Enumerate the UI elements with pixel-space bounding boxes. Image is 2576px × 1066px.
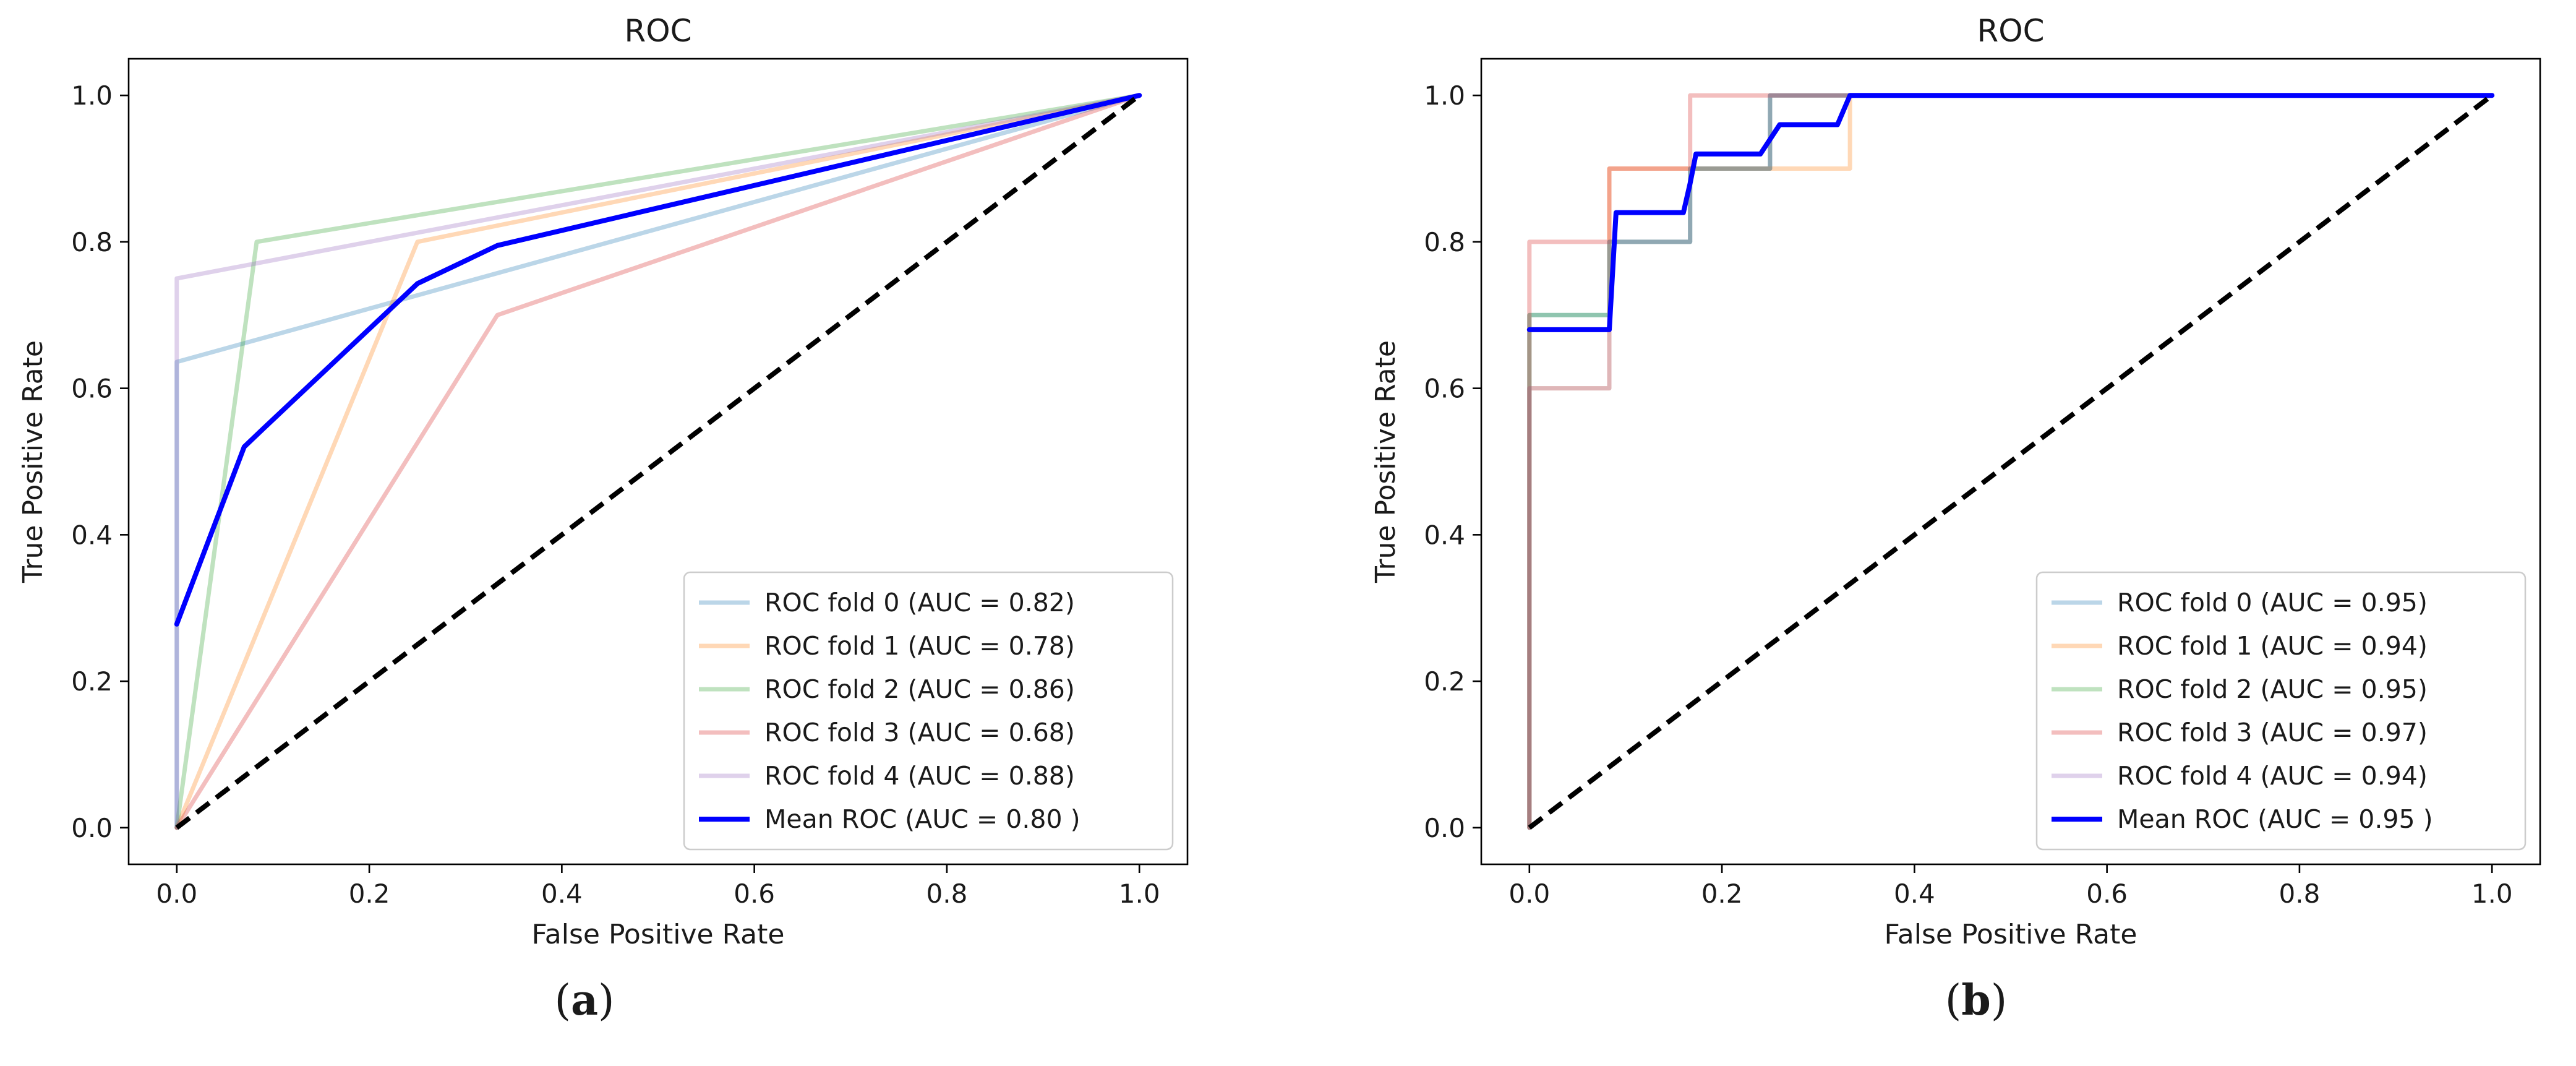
roc-fold-4-line [174, 93, 1142, 830]
legend-box [683, 571, 1174, 851]
panel-caption: (b) [1945, 976, 2008, 1025]
caption-close: ) [598, 976, 615, 1025]
y-tick-label: 0.4 [71, 520, 113, 550]
roc-fold-0-line [1527, 93, 2494, 830]
x-tick-label: 0.4 [541, 879, 583, 909]
legend-entry: ROC fold 1 (AUC = 0.94) [2117, 631, 2428, 661]
roc-fold-2-line [1527, 93, 2494, 830]
y-axis-label: True Positive Rate [17, 340, 49, 583]
legend-entry: ROC fold 2 (AUC = 0.95) [2117, 674, 2428, 704]
x-tick-label: 0.2 [1701, 879, 1743, 909]
mean-roc-line [1526, 93, 2495, 332]
x-tick-label: 1.0 [2471, 879, 2513, 909]
y-axis-label: True Positive Rate [1370, 340, 1401, 583]
roc-fold-2-line [174, 93, 1142, 830]
legend-entry: Mean ROC (AUC = 0.95 ) [2117, 804, 2433, 834]
roc-fold-4-line [1527, 93, 2494, 830]
y-tick-label: 0.8 [1424, 227, 1465, 257]
mean-roc-line [174, 93, 1142, 627]
roc-fold-3-line [1527, 93, 2494, 830]
chart-title: ROC [624, 13, 691, 49]
roc-fold-3-line [174, 93, 1142, 830]
chart-title: ROC [1977, 13, 2044, 49]
roc-fold-1-line [174, 93, 1142, 830]
plot-frame [127, 58, 1189, 866]
y-tick-label: 1.0 [1424, 80, 1465, 111]
x-tick-label: 1.0 [1119, 879, 1160, 909]
x-tick-label: 0.0 [156, 879, 197, 909]
x-tick-label: 0.0 [1508, 879, 1550, 909]
legend: ROC fold 0 (AUC = 0.82) ROC fold 1 (AUC =… [683, 571, 1174, 851]
y-tick-label: 0.6 [1424, 374, 1465, 404]
chart-panel-a: ROC 0.0 0.2 0.4 0.6 0.8 1.0 0.0 0.2 0.4 0.6 0.8 1.0 F… [17, 13, 1189, 1025]
legend-entry: ROC fold 0 (AUC = 0.95) [2117, 588, 2428, 617]
y-tick-label: 0.4 [1424, 520, 1465, 550]
legend-entry: ROC fold 2 (AUC = 0.86) [764, 674, 1075, 704]
x-tick-label: 0.8 [926, 879, 968, 909]
y-tick-label: 0.2 [71, 666, 113, 697]
caption-letter: a [571, 976, 598, 1025]
roc-fold-0-line [174, 93, 1142, 830]
x-tick-label: 0.8 [2279, 879, 2321, 909]
x-axis-label: False Positive Rate [532, 919, 785, 950]
caption-close: ) [1991, 976, 2008, 1025]
legend-entry: ROC fold 4 (AUC = 0.88) [764, 761, 1075, 791]
legend-entry: ROC fold 3 (AUC = 0.68) [764, 718, 1075, 747]
x-tick-label: 0.4 [1894, 879, 1935, 909]
x-tick-label: 0.2 [349, 879, 390, 909]
legend-entry: ROC fold 3 (AUC = 0.97) [2117, 718, 2428, 747]
y-tick-label: 1.0 [71, 80, 113, 111]
y-tick-label: 0.0 [1424, 813, 1465, 843]
chance-line [1528, 93, 2494, 830]
y-tick-label: 0.2 [1424, 666, 1465, 697]
plot-frame [1480, 58, 2541, 866]
caption-letter: b [1961, 976, 1991, 1025]
x-axis-label: False Positive Rate [1885, 919, 2137, 950]
panel-caption: (a) [554, 976, 614, 1025]
legend-entry: ROC fold 1 (AUC = 0.78) [764, 631, 1075, 661]
x-tick-label: 0.6 [734, 879, 775, 909]
legend-box [2035, 571, 2527, 851]
y-tick-label: 0.8 [71, 227, 113, 257]
chart-panel-b: ROC 0.0 0.2 0.4 0.6 0.8 1.0 0.0 0.2 0.4 0.6 0.8 1.0 F… [1370, 13, 2541, 1025]
chance-line [175, 93, 1141, 830]
y-tick-label: 0.0 [71, 813, 113, 843]
caption-open: ( [1945, 976, 1962, 1025]
legend-entry: Mean ROC (AUC = 0.80 ) [764, 804, 1080, 834]
caption-open: ( [554, 976, 571, 1025]
y-tick-label: 0.6 [71, 374, 113, 404]
legend-entry: ROC fold 4 (AUC = 0.94) [2117, 761, 2428, 791]
legend-entry: ROC fold 0 (AUC = 0.82) [764, 588, 1075, 617]
legend: ROC fold 0 (AUC = 0.95) ROC fold 1 (AUC =… [2035, 571, 2527, 851]
x-tick-label: 0.6 [2086, 879, 2128, 909]
